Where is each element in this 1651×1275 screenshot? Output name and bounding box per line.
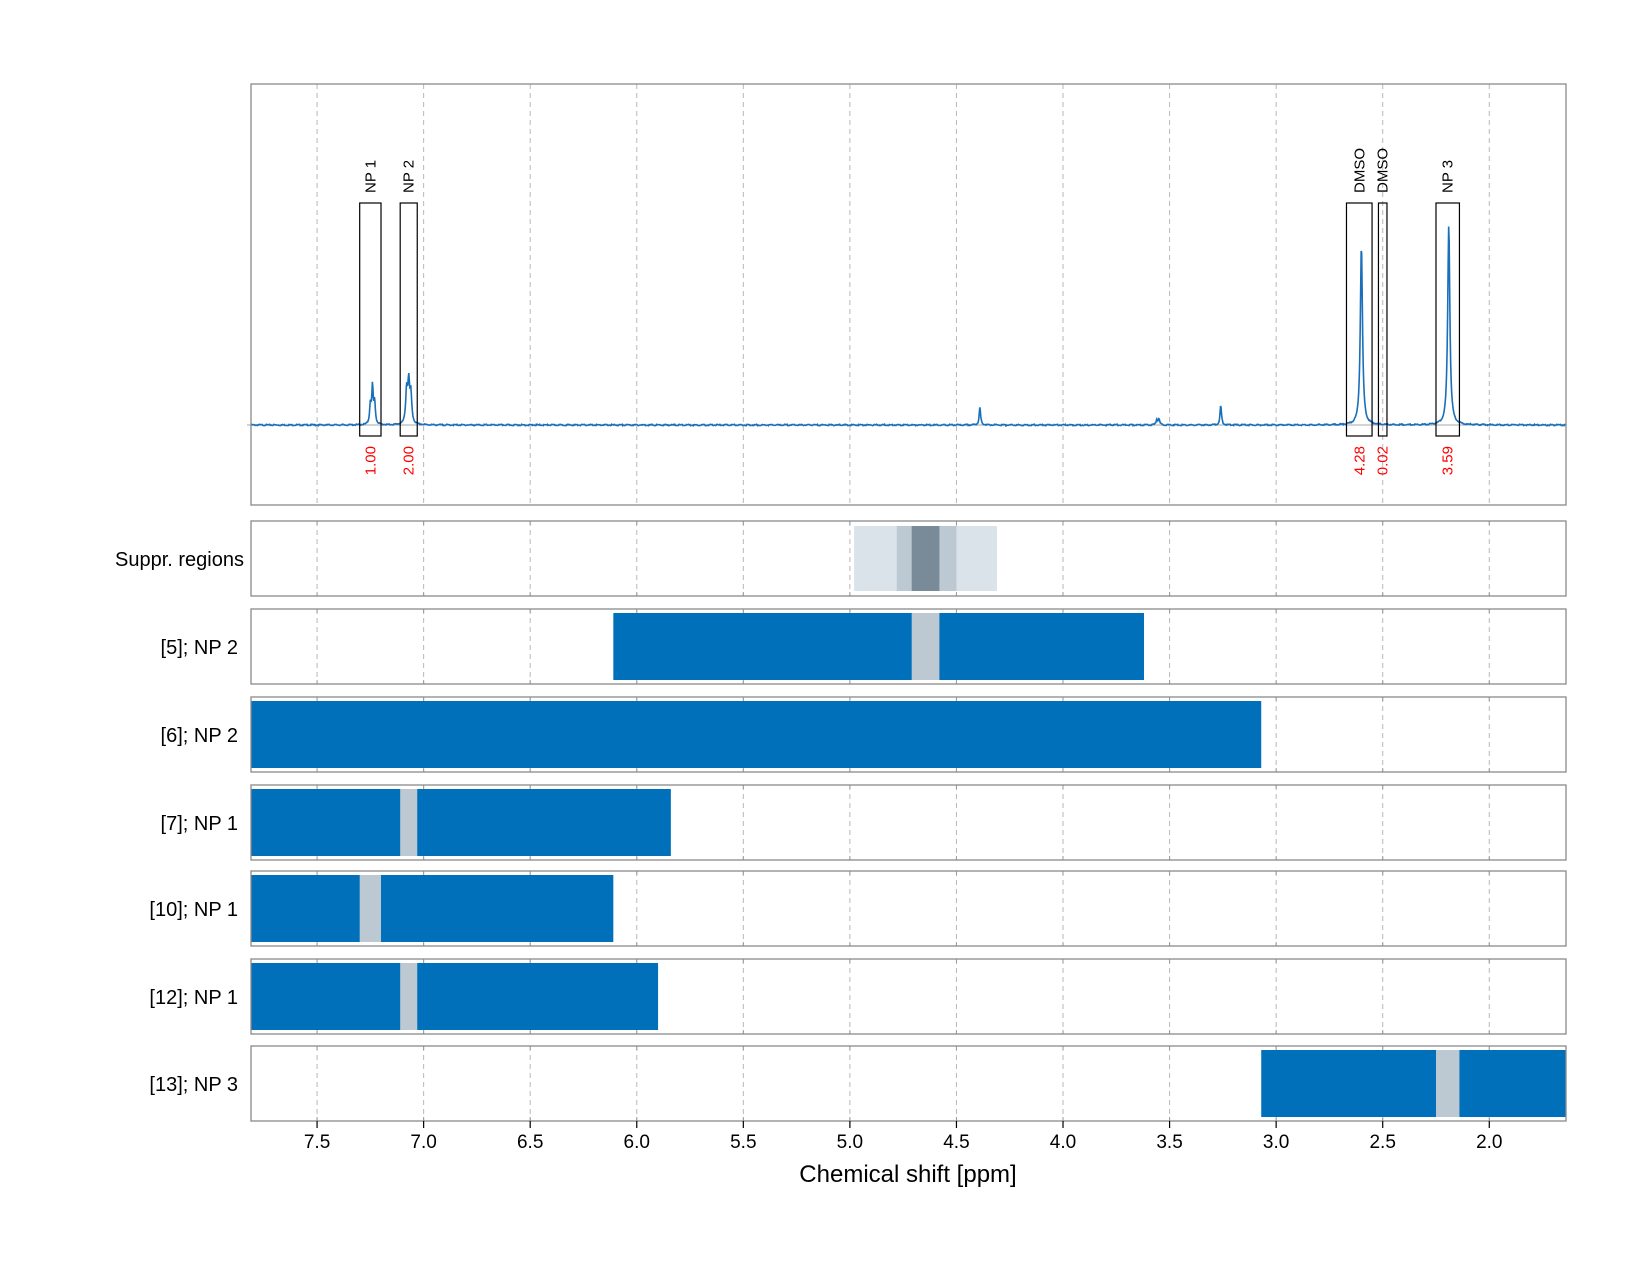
track-bar xyxy=(251,875,614,942)
integral-value: 0.02 xyxy=(1375,446,1392,475)
integral-label: DMSO xyxy=(1375,148,1392,193)
integral-value: 2.00 xyxy=(401,446,418,475)
panel-frame xyxy=(250,1045,1567,1122)
track-bar xyxy=(613,613,1145,680)
integral-value: 3.59 xyxy=(1440,446,1457,475)
panel-frame xyxy=(250,784,1567,861)
track-label: [5]; NP 2 xyxy=(161,637,238,659)
x-tick-label: 4.0 xyxy=(1050,1132,1076,1153)
x-tick-label: 4.5 xyxy=(943,1132,969,1153)
track-gap xyxy=(1435,1050,1460,1117)
track-bar xyxy=(251,789,671,856)
x-tick-label: 6.0 xyxy=(624,1132,650,1153)
track-label: [13]; NP 3 xyxy=(149,1074,238,1096)
track-bar xyxy=(251,701,1262,768)
integral-box xyxy=(399,202,418,437)
panel-frame xyxy=(250,870,1567,947)
tracks-panel: [5]; NP 2 [6]; NP 2 [7]; NP 1 [10]; NP 1 [12… xyxy=(149,608,1567,1122)
integral-box xyxy=(1377,202,1388,437)
track-bar xyxy=(1261,1050,1566,1117)
track-bar xyxy=(251,963,659,1030)
x-axis: 7.5 7.0 6.5 6.0 5.5 5.0 4.5 4.0 3.5 3.0 2.5 2.0 xyxy=(304,1121,1502,1153)
track-row: [13]; NP 3 xyxy=(149,1045,1567,1122)
track-gap xyxy=(911,613,940,680)
integral-value: 4.28 xyxy=(1351,446,1368,475)
integral-label: NP 2 xyxy=(401,160,418,193)
track-row: [7]; NP 1 xyxy=(161,784,1567,861)
panel-frame xyxy=(250,696,1567,773)
integral-value: 1.00 xyxy=(362,446,379,475)
track-row: [5]; NP 2 xyxy=(161,608,1567,685)
x-tick-label: 3.0 xyxy=(1263,1132,1289,1153)
spectrum-panel: NP 1 1.00 NP 2 2.00 DMSO 4.28 DMSO 0.02 NP 3 3.59 xyxy=(247,83,1567,506)
integral-label: NP 1 xyxy=(362,160,379,193)
integral-box xyxy=(359,202,382,437)
x-tick-label: 3.5 xyxy=(1156,1132,1182,1153)
integral-label: DMSO xyxy=(1351,148,1368,193)
track-row: [12]; NP 1 xyxy=(149,958,1567,1035)
x-tick-label: 2.5 xyxy=(1369,1132,1395,1153)
track-gap xyxy=(359,875,382,942)
integral-box xyxy=(1345,202,1373,437)
x-tick-label: 7.0 xyxy=(410,1132,436,1153)
x-tick-label: 5.0 xyxy=(837,1132,863,1153)
panel-frame xyxy=(250,83,1567,506)
suppression-panel: Suppr. regions xyxy=(115,520,1567,597)
integral-box xyxy=(1435,202,1461,437)
panel-frame xyxy=(250,608,1567,685)
integral-label: NP 3 xyxy=(1440,160,1457,193)
panel-frame xyxy=(250,958,1567,1035)
track-label: [6]; NP 2 xyxy=(161,725,238,747)
track-label: [12]; NP 1 xyxy=(149,987,238,1009)
track-row: [10]; NP 1 xyxy=(149,870,1567,947)
track-row: [6]; NP 2 xyxy=(161,696,1567,773)
spectrum-line xyxy=(250,226,1567,428)
suppression-label: Suppr. regions xyxy=(115,549,244,571)
x-tick-label: 5.5 xyxy=(730,1132,756,1153)
panel-frame xyxy=(250,520,1567,597)
x-tick-label: 7.5 xyxy=(304,1132,330,1153)
track-label: [7]; NP 1 xyxy=(161,813,238,835)
track-gap xyxy=(400,789,418,856)
track-label: [10]; NP 1 xyxy=(149,899,238,921)
x-tick-label: 2.0 xyxy=(1476,1132,1502,1153)
x-axis-label: Chemical shift [ppm] xyxy=(799,1161,1016,1188)
x-tick-label: 6.5 xyxy=(517,1132,543,1153)
track-gap xyxy=(400,963,418,1030)
suppression-band xyxy=(911,526,940,591)
